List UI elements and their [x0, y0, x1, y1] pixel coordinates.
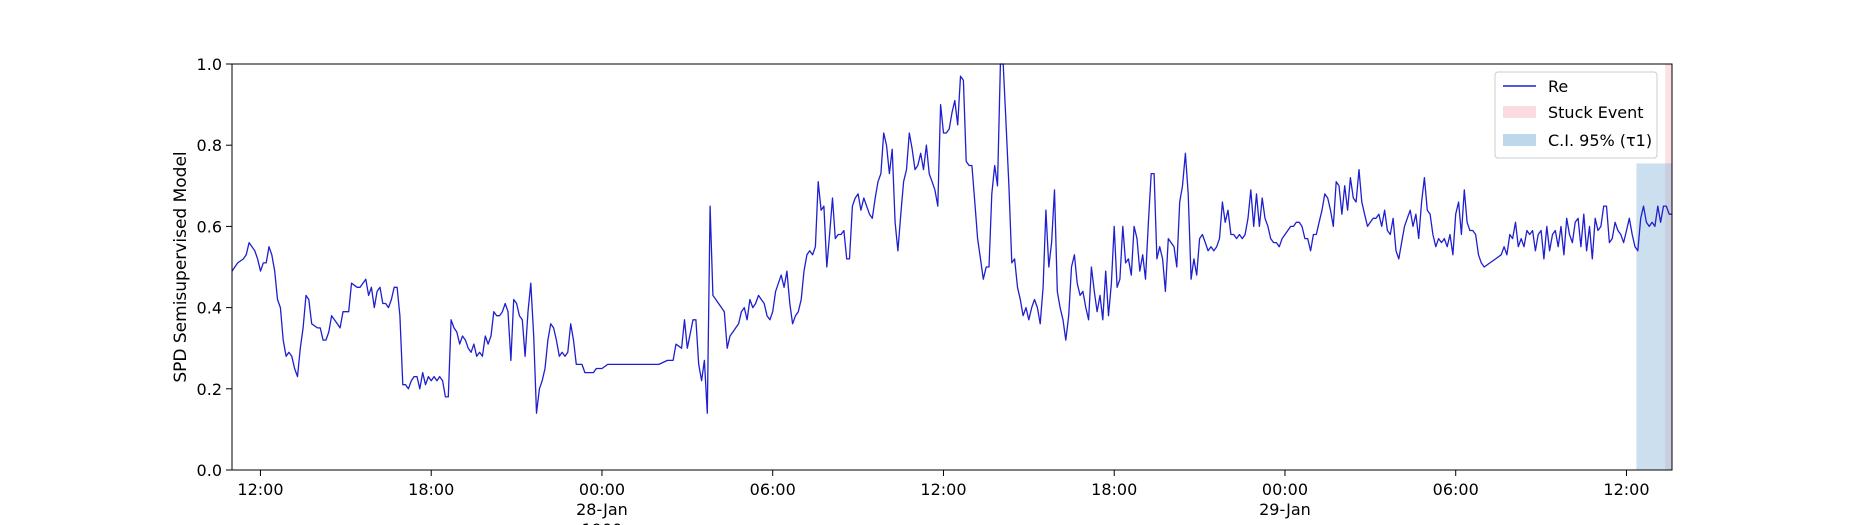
legend-label-ci: C.I. 95% (τ1) [1548, 131, 1652, 150]
y-tick-label: 0.6 [197, 217, 222, 236]
stuck-event-region [1665, 64, 1672, 470]
x-axis: 12:0018:0000:0028-Jan190006:0012:0018:00… [237, 470, 1650, 525]
series-layer [231, 63, 1672, 414]
x-tick-label: 00:00 [579, 480, 625, 499]
legend-swatch-ci [1503, 134, 1536, 146]
y-tick-label: 0.2 [197, 380, 222, 399]
x-tick-label: 29-Jan [1259, 500, 1311, 519]
x-tick-label: 06:00 [750, 480, 796, 499]
y-axis-title: SPD Semisupervised Model [171, 151, 191, 382]
y-axis: 0.0 0.2 0.4 0.6 0.8 1.0 [197, 55, 232, 480]
plot-frame [231, 63, 1673, 471]
x-tick-label: 18:00 [1091, 480, 1137, 499]
legend-label-re: Re [1548, 77, 1568, 96]
ci-95-region [1636, 163, 1672, 470]
x-tick-label: 18:00 [408, 480, 454, 499]
x-tick-label: 28-Jan [576, 500, 628, 519]
x-tick-label: 06:00 [1433, 480, 1479, 499]
legend: Re Stuck Event C.I. 95% (τ1) [1494, 71, 1658, 159]
series-line-re [231, 63, 1672, 414]
x-tick-label: 12:00 [237, 480, 283, 499]
y-tick-label: 0.4 [197, 299, 222, 318]
x-tick-label: 1900 [582, 520, 623, 525]
y-tick-label: 1.0 [197, 55, 222, 74]
legend-swatch-stuck-event [1503, 106, 1536, 118]
y-tick-label: 0.0 [197, 461, 222, 480]
x-tick-label: 12:00 [920, 480, 966, 499]
shaded-regions [1636, 64, 1672, 470]
legend-label-stuck-event: Stuck Event [1548, 103, 1644, 122]
y-tick-label: 0.8 [197, 136, 222, 155]
x-tick-label: 12:00 [1603, 480, 1649, 499]
x-tick-label: 00:00 [1262, 480, 1308, 499]
